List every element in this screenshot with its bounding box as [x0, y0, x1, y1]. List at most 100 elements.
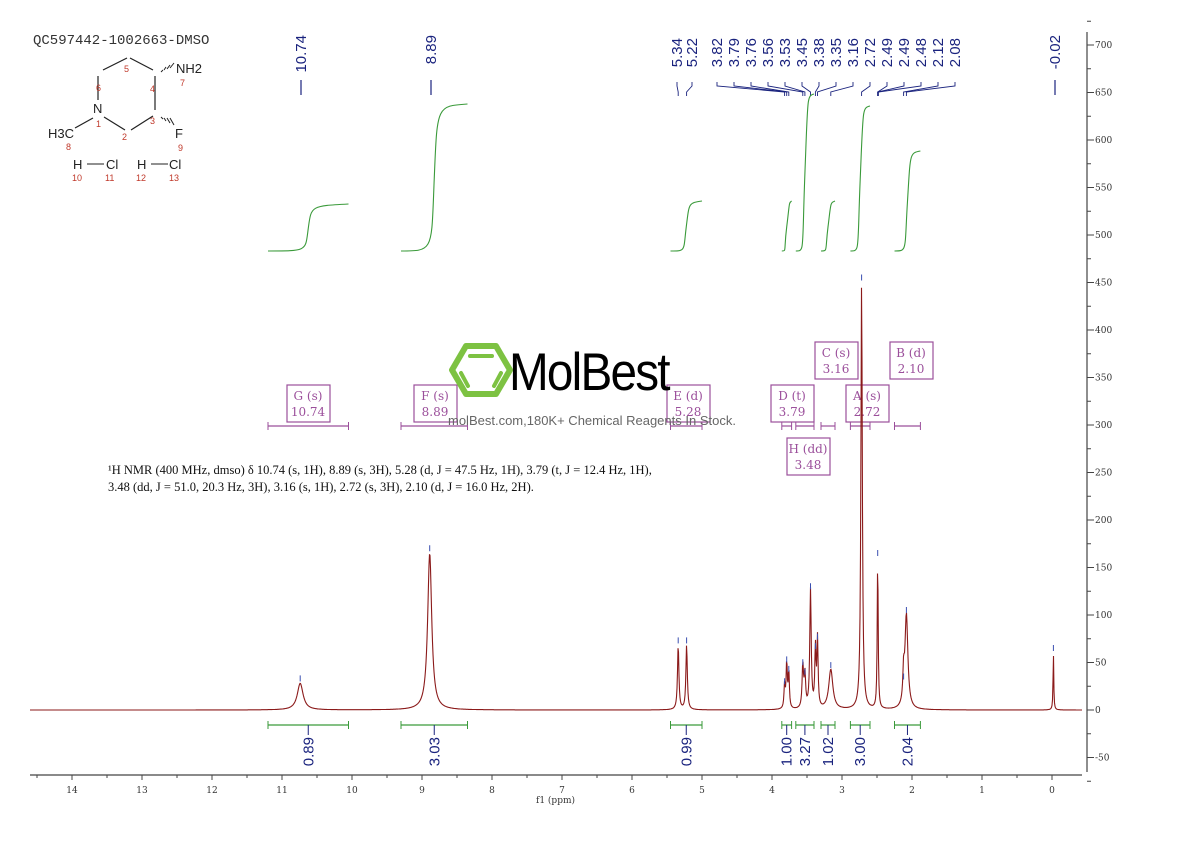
spectrum-trace — [30, 274, 1082, 711]
y-tick-label: 150 — [1095, 564, 1112, 574]
peak-label: 10.74 — [293, 35, 310, 73]
peak-label: 3.16 — [845, 38, 862, 67]
x-tick-label: 8 — [489, 786, 495, 796]
atom-N: N — [93, 101, 102, 116]
integral-value: 1.00 — [779, 737, 796, 766]
multiplet-box — [770, 384, 815, 423]
y-tick-label: 400 — [1095, 326, 1112, 336]
svg-text:3.79: 3.79 — [779, 405, 806, 419]
svg-text:2.72: 2.72 — [854, 405, 881, 419]
atom-NH2: NH2 — [176, 61, 202, 76]
sample-id-title: QC597442-1002663-DMSO — [33, 33, 210, 49]
multiplet-box — [814, 341, 859, 380]
integral-curve — [894, 150, 921, 252]
integral-value: 2.04 — [899, 737, 916, 766]
x-tick-label: 3 — [839, 786, 845, 796]
atom-num: 10 — [72, 173, 82, 183]
svg-text:8.89: 8.89 — [422, 405, 449, 419]
y-tick-label: 350 — [1095, 374, 1112, 384]
integral-curves — [267, 93, 921, 252]
y-tick-label: 0 — [1095, 706, 1101, 716]
multiplet-boxes: G (s) 10.74 F (s) 8.89 E (d) 5.28 D (t) 3.79 H (… — [267, 341, 934, 476]
peak-label: -0.02 — [1047, 35, 1064, 69]
svg-text:A (s): A (s) — [852, 389, 881, 403]
integral-bars: 0.89 3.03 0.99 1.00 3.27 1.02 3.00 2.04 — [267, 721, 921, 766]
atom-num: 3 — [150, 116, 155, 126]
atom-num: 12 — [136, 173, 146, 183]
y-tick-label: 100 — [1095, 611, 1112, 621]
peak-label: 3.82 — [709, 38, 726, 67]
watermark-tagline: molBest.com,180K+ Chemical Reagents In S… — [448, 413, 736, 428]
peak-label: 3.38 — [811, 38, 828, 67]
integral-curve — [820, 200, 836, 252]
x-tick-label: 6 — [629, 786, 635, 796]
atom-F: F — [175, 126, 183, 141]
atom-num: 1 — [96, 119, 101, 129]
integral-value: 0.89 — [300, 737, 317, 766]
atom-Cl-11: Cl — [106, 157, 118, 172]
multiplet-box — [786, 437, 831, 476]
x-tick-label: 0 — [1049, 786, 1055, 796]
atom-num: 5 — [124, 64, 129, 74]
spectrum-line — [30, 287, 1082, 711]
chemical-structure: N NH2 H3C F H Cl H Cl 1 2 3 4 5 6 7 8 9 … — [48, 57, 202, 183]
integral-value: 3.03 — [426, 737, 443, 766]
multiplet-box — [845, 384, 890, 423]
integral-curve — [781, 200, 792, 252]
peak-label: 8.89 — [423, 35, 440, 64]
atom-num: 13 — [169, 173, 179, 183]
svg-text:2.10: 2.10 — [898, 362, 925, 376]
x-tick-label: 4 — [769, 786, 775, 796]
x-tick-label: 7 — [559, 786, 565, 796]
y-tick-label: 600 — [1095, 136, 1112, 146]
multiplet-box — [413, 384, 458, 423]
y-tick-label: 300 — [1095, 421, 1112, 431]
svg-text:E (d): E (d) — [673, 389, 703, 403]
x-tick-label: 5 — [699, 786, 705, 796]
peak-label: 2.49 — [879, 38, 896, 67]
x-tick-label: 10 — [346, 786, 358, 796]
integral-curve — [850, 105, 871, 252]
molbest-logo-icon — [449, 343, 513, 397]
x-tick-label: 11 — [276, 786, 287, 796]
peak-label: 5.34 — [669, 38, 686, 67]
atom-Cl-13: Cl — [169, 157, 181, 172]
multiplet-box — [286, 384, 331, 423]
nmr-summary-text: ¹H NMR (400 MHz, dmso) δ 10.74 (s, 1H), … — [108, 463, 652, 494]
peak-label: 2.08 — [947, 38, 964, 67]
peak-label: 3.53 — [777, 38, 794, 67]
y-tick-label: 50 — [1095, 659, 1107, 669]
atom-num: 8 — [66, 142, 71, 152]
atom-num: 9 — [178, 143, 183, 153]
svg-text:D (t): D (t) — [778, 389, 806, 403]
peak-label: 2.12 — [930, 38, 947, 67]
peak-label: 2.72 — [862, 38, 879, 67]
peak-label: 3.56 — [760, 38, 777, 67]
svg-text:G (s): G (s) — [294, 389, 323, 403]
integral-curve — [267, 203, 349, 252]
svg-text:C (s): C (s) — [822, 346, 851, 360]
svg-text:3.48: 3.48 — [795, 458, 822, 472]
atom-num: 6 — [96, 83, 101, 93]
watermark-brand: MolBest — [509, 343, 671, 402]
svg-text:3.16: 3.16 — [823, 362, 850, 376]
peak-label: 2.48 — [913, 38, 930, 67]
integral-curve — [670, 200, 703, 252]
y-tick-label: -50 — [1095, 754, 1110, 764]
y-tick-label: 650 — [1095, 89, 1112, 99]
x-tick-label: 12 — [206, 786, 217, 796]
integral-value: 3.27 — [797, 737, 814, 766]
y-tick-label: 450 — [1095, 279, 1112, 289]
peak-labels: 10.74 8.89 5.345.22 3.82 3.79 3.76 3.56 3.53 3.4… — [293, 35, 1064, 96]
x-axis: 14 13 12 11 10 9 8 7 6 5 4 3 2 1 0 — [30, 774, 1082, 796]
x-tick-label: 9 — [419, 786, 425, 796]
y-tick-label: 200 — [1095, 516, 1112, 526]
peak-label: 3.35 — [828, 38, 845, 67]
svg-text:B (d): B (d) — [896, 346, 926, 360]
x-tick-label: 1 — [979, 786, 985, 796]
integral-curve — [795, 93, 815, 252]
y-axis: -50 0 50 100 150 200 250 300 350 400 450 500 550 600 6… — [1086, 20, 1112, 782]
peak-label: 3.76 — [743, 38, 760, 67]
multiplet-box — [889, 341, 934, 380]
